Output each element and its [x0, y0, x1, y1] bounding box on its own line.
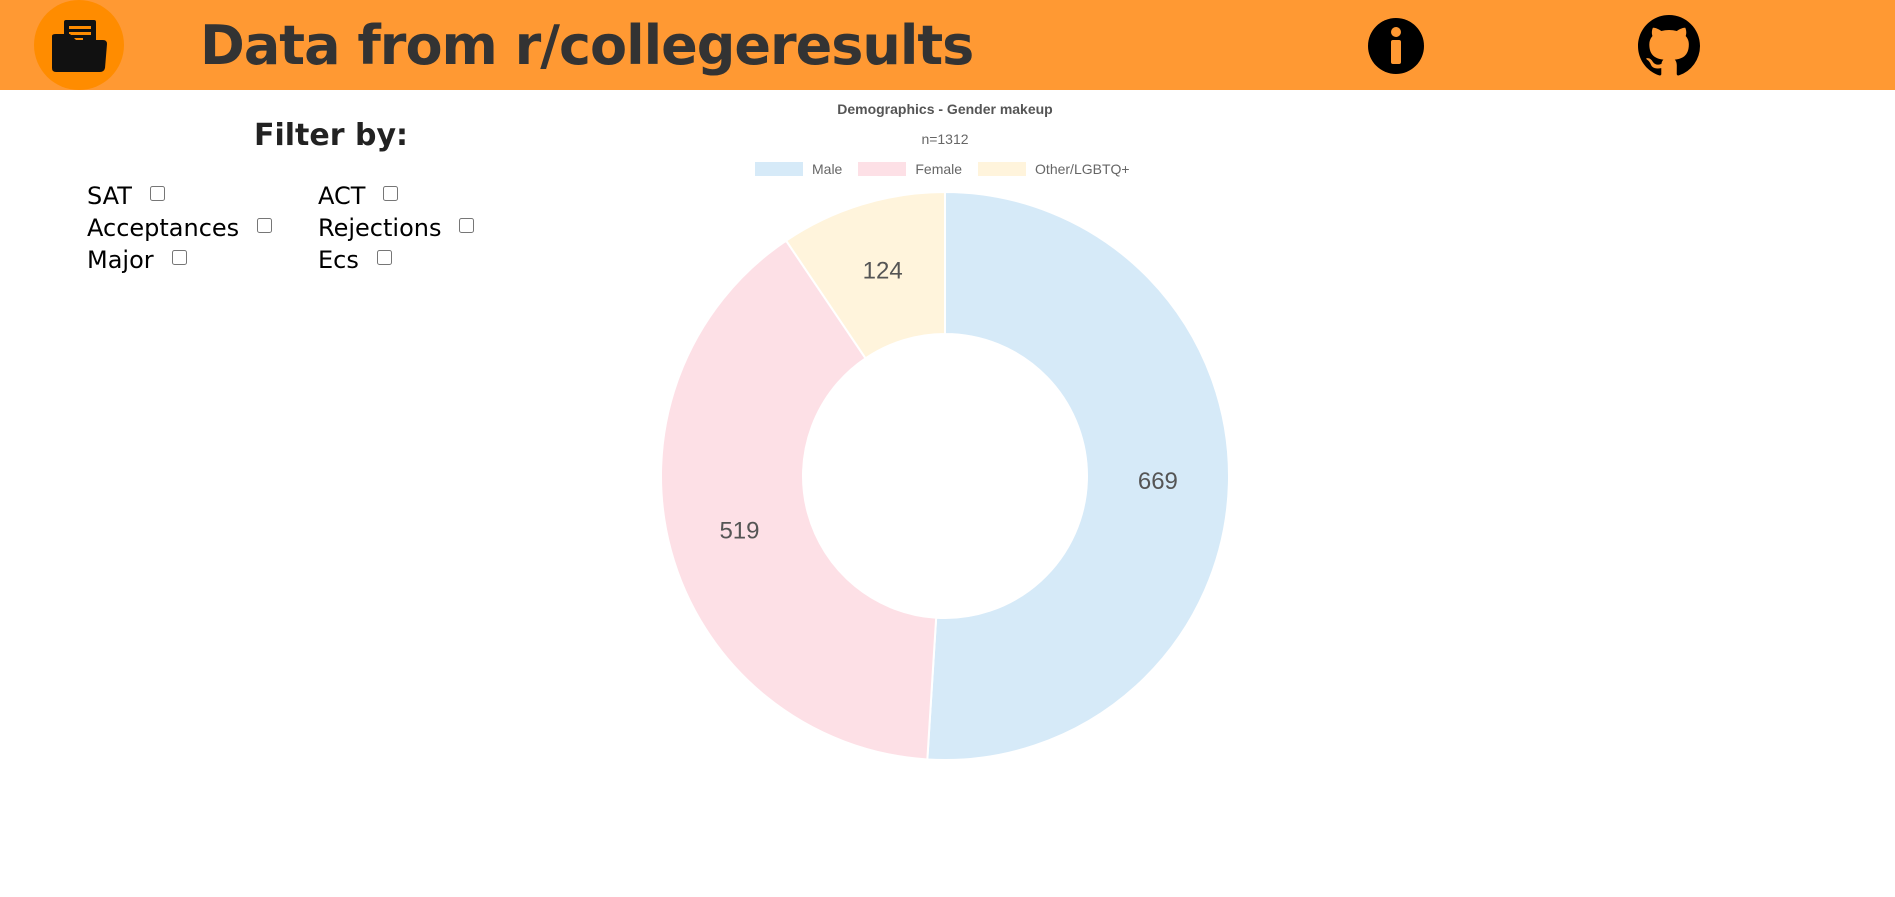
major-checkbox[interactable] [171, 250, 187, 265]
act-checkbox[interactable] [383, 186, 399, 201]
filter-label: ACT [318, 182, 366, 210]
legend-swatch [858, 162, 907, 176]
folder-document-icon [52, 20, 107, 72]
info-icon [1368, 18, 1424, 74]
github-icon [1638, 15, 1700, 76]
filter-heading: Filter by: [254, 118, 409, 153]
info-button[interactable] [1368, 18, 1424, 74]
github-button[interactable] [1638, 15, 1700, 77]
slice-value-label: 669 [1138, 468, 1178, 495]
filter-label: Major [87, 246, 154, 274]
filter-label: Rejections [318, 214, 442, 242]
legend-item-female[interactable]: Female [858, 161, 962, 177]
legend-label: Female [915, 161, 963, 177]
filter-label: Ecs [318, 246, 359, 274]
filter-acceptances[interactable]: Acceptances [87, 214, 273, 242]
filter-label: SAT [87, 182, 132, 210]
filter-ecs[interactable]: Ecs [318, 246, 392, 274]
chart-title: Demographics - Gender makeup [837, 101, 1053, 117]
top-header: Data from r/collegeresults [0, 0, 1895, 90]
legend-label: Male [812, 161, 843, 177]
legend-item-male[interactable]: Male [755, 161, 842, 177]
legend-label: Other/LGBTQ+ [1035, 161, 1130, 177]
ecs-checkbox[interactable] [376, 250, 392, 265]
slice-male[interactable] [926, 190, 1230, 761]
slice-value-label: 519 [719, 517, 759, 544]
slice-other-lgbtq-[interactable] [784, 190, 946, 360]
filter-label: Acceptances [87, 214, 240, 242]
acceptances-checkbox[interactable] [257, 218, 273, 233]
slice-female[interactable] [660, 239, 938, 761]
donut-chart: 669 519 124 [660, 190, 1230, 761]
chart-subtitle: n=1312 [921, 131, 969, 147]
slice-value-label: 124 [863, 258, 903, 285]
rejections-checkbox[interactable] [459, 218, 475, 233]
filter-rejections[interactable]: Rejections [318, 214, 475, 242]
filter-sat[interactable]: SAT [87, 182, 165, 210]
chart-legend: Male Female Other/LGBTQ+ [755, 161, 1130, 177]
filter-act[interactable]: ACT [318, 182, 399, 210]
sat-checkbox[interactable] [149, 186, 165, 201]
logo[interactable] [34, 0, 124, 90]
page-title: Data from r/collegeresults [200, 14, 974, 77]
legend-item-other[interactable]: Other/LGBTQ+ [978, 161, 1130, 177]
legend-swatch [755, 162, 803, 176]
filter-major[interactable]: Major [87, 246, 187, 274]
legend-swatch [978, 162, 1027, 176]
